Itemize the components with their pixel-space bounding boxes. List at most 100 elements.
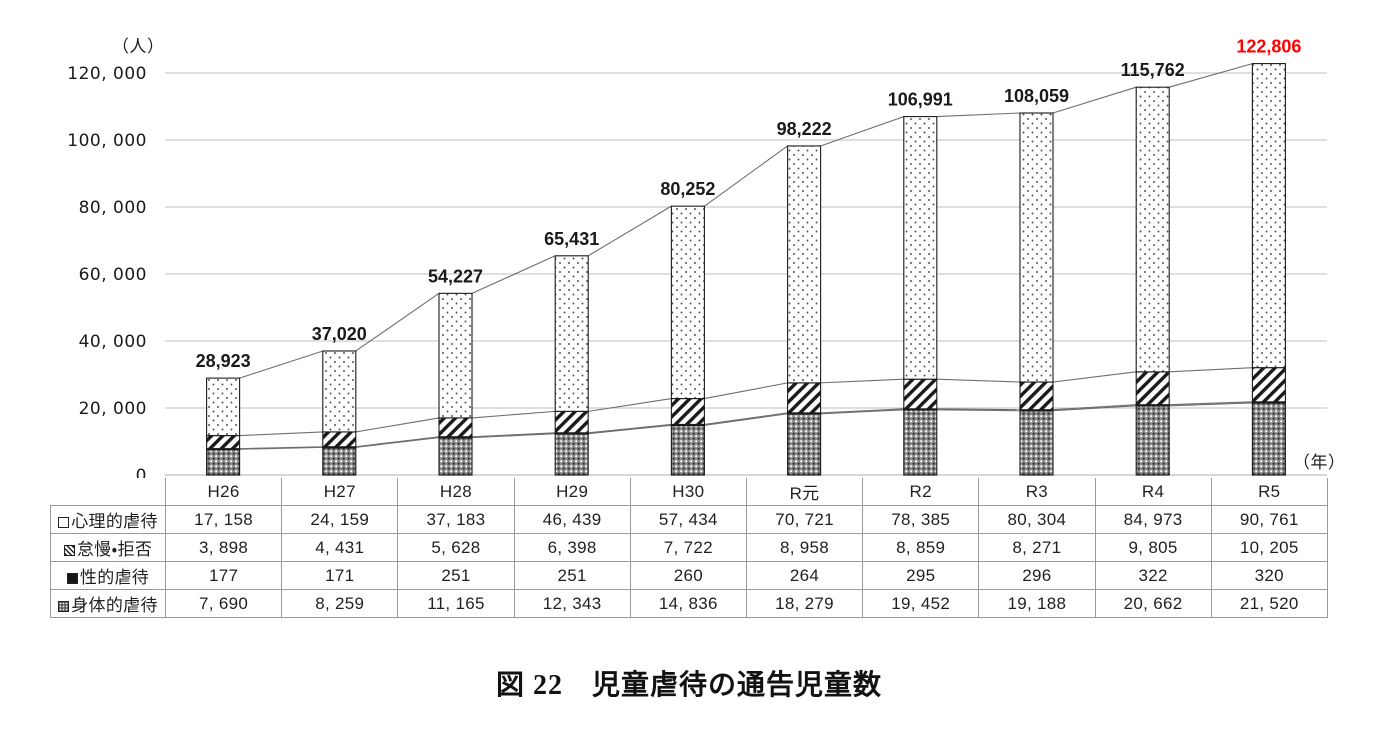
- bar-segment-neglect: [554, 410, 589, 434]
- connector-line: [704, 145, 788, 207]
- table-column-header-R元: R元: [745, 478, 864, 506]
- table-row-header-physical: 身体的虐待: [50, 589, 166, 618]
- table-cell: 19, 452: [862, 589, 980, 618]
- chart-area: 0 20, 000 40, 000 60, 000 80, 000 100, 000 120…: [67, 37, 1346, 486]
- connector-line: [936, 408, 1021, 411]
- connector-line: [1169, 402, 1253, 407]
- connector-line: [704, 412, 788, 425]
- table-row-header-neglect: 怠慢・拒否: [50, 533, 166, 562]
- connector-line: [1052, 371, 1137, 383]
- connector-line: [239, 431, 323, 437]
- table-column-header-R5: R5: [1210, 478, 1328, 506]
- table-cell: 21, 520: [1210, 589, 1328, 618]
- table-cell: 37, 183: [397, 505, 515, 534]
- table-cell: 20, 662: [1094, 589, 1212, 618]
- connector-line: [239, 350, 323, 379]
- connector-line: [471, 432, 556, 438]
- y-axis-tick-label: 0: [136, 466, 147, 486]
- bar-segment-psych: [787, 145, 822, 384]
- table-column-header-R4: R4: [1094, 478, 1212, 506]
- table-cell: 11, 165: [397, 589, 515, 618]
- legend-label: 性的虐待: [79, 568, 150, 587]
- connector-line: [355, 417, 440, 433]
- bar-segment-psych: [1135, 86, 1170, 373]
- table-row-header-sexual: 性的虐待: [50, 561, 166, 590]
- table-row: 怠慢・拒否 3, 898 4, 431 5, 628 6, 398 7, 722 8, 95…: [50, 533, 1328, 562]
- legend-swatch-sexual-icon: [66, 573, 78, 584]
- legend-label: 身体的虐待: [71, 596, 158, 615]
- connector-line: [936, 378, 1021, 383]
- y-axis-tick-label: 40, 000: [79, 332, 147, 352]
- y-axis-tick-label: 120, 000: [67, 64, 147, 84]
- connector-line: [704, 382, 788, 400]
- table-row: 性的虐待 177 171 251 251 260 264 295 296 322 320: [50, 561, 1328, 590]
- table-cell: 251: [397, 561, 515, 590]
- connector-line: [588, 423, 672, 434]
- table-cell: 78, 385: [862, 505, 980, 534]
- table-cell: 295: [862, 561, 980, 590]
- table-cell: 8, 271: [978, 533, 1096, 562]
- bar-segment-physical: [322, 446, 357, 476]
- stacked-bar-chart: 0 20, 000 40, 000 60, 000 80, 000 100, 000 120…: [67, 37, 1327, 486]
- table-column-header-H28: H28: [397, 478, 515, 506]
- connector-line: [355, 436, 440, 448]
- table-corner-cell: [50, 478, 166, 506]
- bar-segment-physical: [1251, 402, 1286, 476]
- bar-total-label: 37,020: [312, 324, 367, 344]
- bar-segment-psych: [1251, 63, 1286, 369]
- table-cell: 322: [1094, 561, 1212, 590]
- table-cell: 70, 721: [745, 505, 864, 534]
- bar-segment-physical: [554, 433, 589, 476]
- table-cell: 17, 158: [164, 505, 283, 534]
- connector-line: [471, 433, 556, 439]
- table-row-header-psych: 心理的虐待: [50, 505, 166, 534]
- gridlines-group: [165, 72, 1327, 476]
- table-cell: 19, 188: [978, 589, 1096, 618]
- table-header-row: H26 H27 H28 H29 H30 R元 R2 R3 R4 R5: [50, 478, 1328, 506]
- table-cell: 12, 343: [513, 589, 631, 618]
- x-axis-unit-label: （年）: [1293, 453, 1346, 473]
- bar-segment-neglect: [206, 435, 241, 450]
- table-cell: 4, 431: [281, 533, 399, 562]
- y-axis-tick-labels: 0 20, 000 40, 000 60, 000 80, 000 100, 000 120…: [67, 64, 147, 486]
- table-cell: 177: [164, 561, 283, 590]
- connector-lines-group: [239, 63, 1253, 450]
- table-cell: 84, 973: [1094, 505, 1212, 534]
- y-axis-tick-label: 100, 000: [67, 131, 147, 151]
- table-column-header-H26: H26: [164, 478, 283, 506]
- table-cell: 296: [978, 561, 1096, 590]
- table-cell: 6, 398: [513, 533, 631, 562]
- connector-line: [587, 205, 672, 257]
- data-table-wrapper: H26 H27 H28 H29 H30 R元 R2 R3 R4 R5 心理的虐待 17, 158 24…: [50, 478, 1328, 618]
- bar-segment-neglect: [1019, 381, 1054, 411]
- table-cell: 7, 690: [164, 589, 283, 618]
- connector-line: [1052, 404, 1137, 411]
- table-cell: 260: [629, 561, 747, 590]
- bar-segment-psych: [670, 205, 705, 400]
- bar-segment-physical: [206, 448, 241, 476]
- table-cell: 171: [281, 561, 399, 590]
- y-axis-tick-label: 80, 000: [79, 198, 147, 218]
- bar-segment-physical: [438, 437, 473, 476]
- bar-segment-psych: [1019, 112, 1054, 383]
- bar-segment-neglect: [787, 382, 822, 414]
- bar-segment-neglect: [903, 378, 938, 410]
- connector-line: [1169, 367, 1253, 373]
- table-cell: 5, 628: [397, 533, 515, 562]
- table-row: 心理的虐待 17, 158 24, 159 37, 183 46, 439 57, 434…: [50, 505, 1328, 534]
- bar-total-label: 106,991: [888, 90, 953, 110]
- connector-line: [588, 424, 672, 435]
- table-cell: 18, 279: [745, 589, 864, 618]
- bar-segment-physical: [1019, 410, 1054, 476]
- bar-total-label: 115,762: [1121, 60, 1185, 80]
- connector-line: [820, 116, 904, 147]
- table-cell: 24, 159: [281, 505, 399, 534]
- table-cell: 9, 805: [1094, 533, 1212, 562]
- bar-segment-neglect: [670, 398, 705, 425]
- bar-total-label: 98,222: [777, 119, 832, 139]
- connector-line: [820, 378, 904, 384]
- connector-line: [1052, 86, 1137, 114]
- table-cell: 14, 836: [629, 589, 747, 618]
- bar-segment-psych: [322, 350, 357, 433]
